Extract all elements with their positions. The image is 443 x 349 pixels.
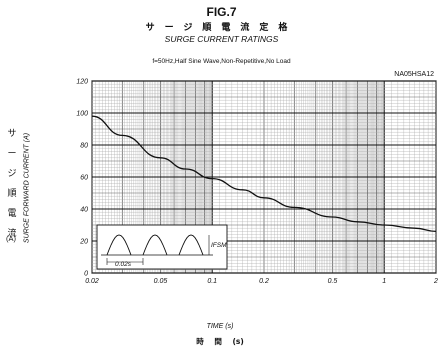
y-axis-label-char: サ (7, 129, 17, 139)
y-axis-label-char: 流 (7, 229, 17, 239)
y-tick-label: 60 (80, 175, 88, 182)
y-tick-label: 100 (76, 111, 88, 118)
x-tick-label: 2 (433, 278, 438, 285)
x-axis-label-japanese: 時 間 (s) (196, 337, 244, 346)
x-tick-label: 0.05 (154, 278, 168, 285)
y-tick-label: 0 (84, 271, 88, 278)
part-number-label: NA05HSA12 (394, 71, 434, 78)
y-tick-label: 20 (79, 239, 88, 246)
chart-title-english: SURGE CURRENT RATINGS (164, 34, 279, 44)
y-axis-unit-japanese: (A) (6, 234, 16, 243)
y-tick-label: 80 (80, 143, 88, 150)
x-tick-label: 1 (382, 278, 386, 285)
waveform-inset (96, 224, 228, 270)
series-line (91, 115, 437, 233)
y-tick-label: 40 (80, 207, 88, 214)
y-axis-label-char: 順 (7, 189, 17, 199)
half-sine-pulse (142, 234, 168, 256)
chart-conditions: f=50Hz,Half Sine Wave,Non-Repetitive,No … (152, 58, 291, 65)
y-axis-label-japanese: サ ー ジ 順 電 流 (6, 124, 18, 244)
y-tick-label: 120 (76, 79, 88, 86)
ifsm-label: IFSM (211, 242, 227, 249)
x-axis-label-english: TIME (s) (206, 323, 234, 330)
half-sine-pulse (178, 234, 204, 256)
x-tick-label: 0.02 (85, 278, 99, 285)
x-tick-label: 0.2 (259, 278, 269, 285)
half-sine-pulse (106, 234, 132, 256)
y-axis-label-char: ー (7, 149, 17, 159)
period-label: 0.02s (115, 261, 132, 268)
figure-label: FIG.7 (206, 5, 237, 19)
x-tick-label: 0.1 (207, 278, 217, 285)
chart-title-japanese: サージ順電流定格 (145, 23, 298, 33)
x-tick-label: 0.5 (328, 278, 338, 285)
y-axis-label-char: 電 (7, 209, 17, 219)
y-axis-label-char: ジ (7, 169, 17, 179)
